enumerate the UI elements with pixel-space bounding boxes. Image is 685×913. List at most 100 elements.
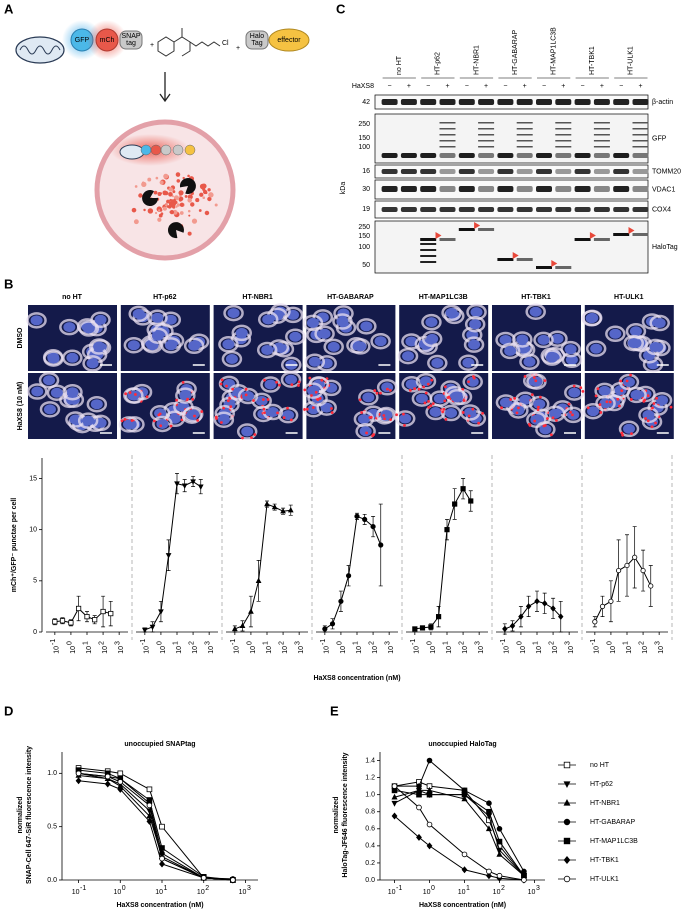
- cell: [512, 331, 533, 348]
- punctum: [310, 394, 313, 397]
- nucleus: [132, 308, 145, 319]
- punctum: [311, 406, 315, 410]
- cell: [376, 379, 398, 396]
- legend-label: HT-TBK1: [590, 857, 619, 864]
- marker: [412, 626, 418, 632]
- snap-icon: [119, 30, 143, 50]
- x-tick-label: 10: [282, 646, 289, 654]
- lane-sign: −: [581, 83, 585, 90]
- cell: [304, 353, 326, 371]
- debris-dot: [204, 210, 210, 216]
- punctum: [443, 385, 447, 389]
- punctum: [598, 403, 602, 406]
- nucleus: [30, 315, 43, 326]
- punctum: [275, 380, 278, 384]
- marker: [563, 837, 571, 845]
- lane-sign: −: [542, 83, 546, 90]
- cell: [147, 327, 169, 344]
- punctum: [536, 408, 540, 412]
- debris-dot: [172, 190, 176, 194]
- band: [439, 153, 456, 158]
- marker: [461, 866, 468, 874]
- panel-label: D: [4, 703, 13, 718]
- cell: [525, 303, 546, 320]
- debris-dot: [153, 190, 158, 195]
- marker: [239, 622, 246, 629]
- marker: [563, 799, 571, 806]
- band: [497, 99, 514, 105]
- punctum: [594, 394, 598, 398]
- marker: [419, 625, 426, 631]
- punctum: [263, 411, 266, 415]
- debris-dot: [191, 218, 198, 224]
- arrowhead: [474, 222, 481, 229]
- punctum: [276, 411, 279, 415]
- cell: [441, 304, 462, 322]
- y-tick-label: 1.0: [47, 770, 57, 777]
- x-tick-exponent: 2: [368, 641, 375, 645]
- punctum: [569, 410, 572, 414]
- punctum: [528, 424, 532, 427]
- cell: [623, 334, 644, 352]
- marker: [563, 781, 571, 788]
- cell: [213, 411, 235, 428]
- cell: [355, 423, 376, 440]
- punctum: [509, 398, 513, 401]
- plus-sign: +: [150, 42, 154, 49]
- nucleus: [539, 424, 552, 435]
- cell: [618, 420, 640, 438]
- nucleus: [82, 415, 95, 426]
- nucleus: [261, 344, 274, 355]
- western-blot: C HaXS8 kDa no HT − + HT-p62 − + HT-NBR1 − + HT-G…: [336, 1, 681, 274]
- nucleus: [242, 391, 255, 402]
- band: [516, 207, 533, 212]
- x-tick-exponent: 1: [172, 641, 179, 645]
- punctum: [244, 393, 248, 397]
- marker: [370, 523, 376, 530]
- marker: [426, 791, 433, 798]
- x-tick-exponent: 2: [205, 885, 209, 892]
- band: [613, 233, 630, 236]
- x-tick-label: 10: [208, 646, 215, 654]
- band: [536, 266, 552, 269]
- cell: [638, 347, 660, 364]
- marker: [496, 872, 503, 879]
- nucleus: [179, 390, 192, 401]
- punctum: [157, 413, 161, 417]
- marker: [255, 577, 262, 583]
- nucleus: [630, 389, 643, 400]
- column-title: HT-ULK1: [614, 294, 644, 301]
- y-axis-label: SNAP-Cell 647-SiR fluorescence intensity: [26, 746, 33, 884]
- legend-label: HT-NBR1: [590, 800, 620, 807]
- line: [394, 781, 525, 877]
- x-tick-exponent: 2: [548, 641, 555, 645]
- nucleus: [307, 385, 320, 396]
- punctum: [654, 421, 657, 425]
- snap-label: SNAP: [121, 33, 140, 40]
- nucleus: [426, 333, 439, 344]
- debris-dot: [154, 211, 158, 215]
- debris-dot: [158, 209, 161, 212]
- debris-dot: [164, 191, 169, 196]
- x-tick-exponent: 3: [565, 641, 572, 645]
- band: [400, 169, 417, 174]
- lane-sign: −: [619, 83, 623, 90]
- marker: [416, 804, 422, 811]
- nucleus: [549, 408, 562, 419]
- x-tick-label: 10: [594, 646, 601, 654]
- band: [439, 122, 456, 124]
- nucleus: [264, 379, 277, 390]
- band: [536, 186, 552, 192]
- y-tick-label: 1.2: [365, 774, 375, 781]
- punctum: [549, 433, 553, 437]
- band: [497, 153, 514, 158]
- mini-icon: [184, 144, 196, 156]
- band: [632, 128, 649, 130]
- x-tick-label: 10: [113, 889, 121, 896]
- nucleus: [585, 313, 598, 324]
- marker: [485, 825, 493, 832]
- debris-dot: [147, 208, 154, 214]
- panel-label: C: [336, 1, 346, 16]
- marker: [468, 498, 474, 504]
- x-tick-label: 10: [528, 889, 536, 896]
